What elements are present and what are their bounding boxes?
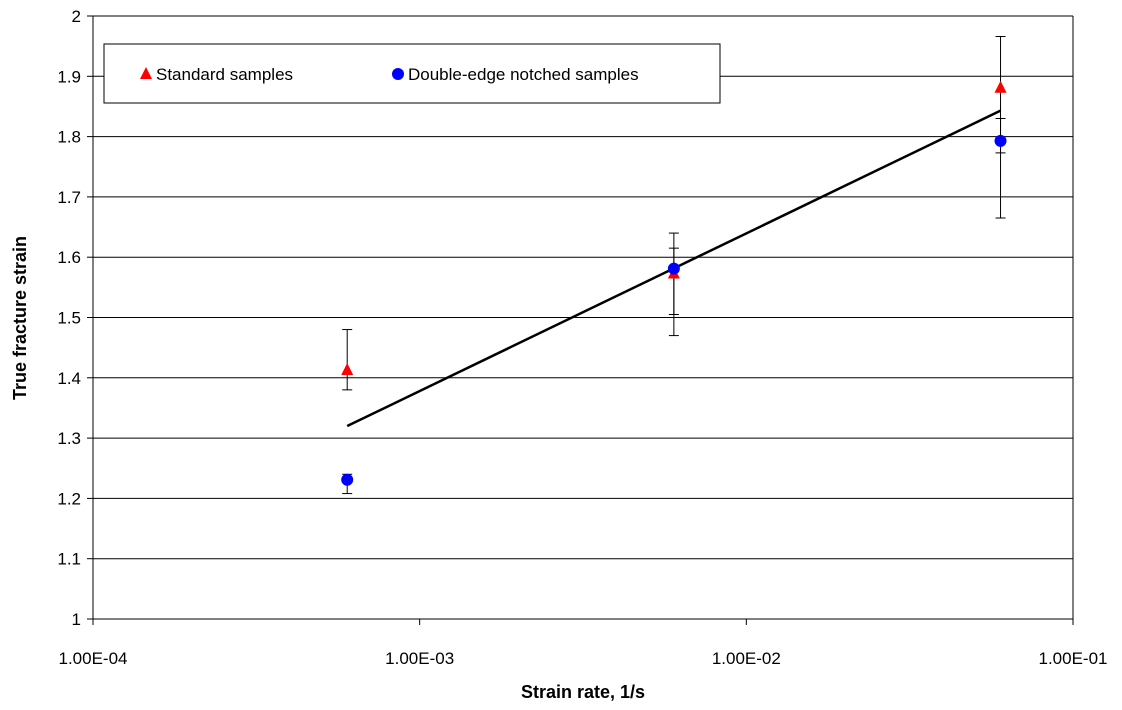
- data-point-s0-p2: [994, 80, 1007, 93]
- legend-triangle-icon: [140, 67, 152, 79]
- y-tick-label-4: 1.4: [57, 369, 81, 388]
- y-tick-label-3: 1.3: [57, 429, 81, 448]
- data-point-s1-p0: [341, 473, 354, 486]
- data-point-s1-p1: [667, 262, 680, 275]
- legend-circle-icon: [392, 68, 404, 80]
- y-tick-label-7: 1.7: [57, 188, 81, 207]
- error-bars: [342, 36, 1006, 495]
- y-tick-label-0: 1: [72, 610, 81, 629]
- y-tick-label-6: 1.6: [57, 248, 81, 267]
- x-axis-title: Strain rate, 1/s: [521, 682, 645, 702]
- y-tick-label-8: 1.8: [57, 128, 81, 147]
- y-tick-label-5: 1.5: [57, 309, 81, 328]
- y-tick-label-10: 2: [72, 7, 81, 26]
- legend-label-notched: Double-edge notched samples: [408, 65, 639, 84]
- data-point-s1-p2: [994, 134, 1007, 147]
- y-axis-title: True fracture strain: [10, 236, 30, 400]
- data-point-s0-p0: [341, 362, 354, 375]
- legend: Standard samples Double-edge notched sam…: [103, 43, 721, 104]
- x-tick-label-1: 1.00E-03: [385, 649, 454, 668]
- x-axis-ticks: 1.00E-04 1.00E-03 1.00E-02 1.00E-01: [59, 619, 1108, 668]
- y-tick-label-2: 1.2: [57, 489, 81, 508]
- y-axis-ticks: 1 1.1 1.2 1.3 1.4 1.5 1.6 1.7 1.8 1.9 2: [57, 7, 93, 629]
- legend-box: [103, 43, 721, 104]
- x-tick-label-3: 1.00E-01: [1039, 649, 1108, 668]
- y-tick-label-1: 1.1: [57, 550, 81, 569]
- data-markers: [341, 80, 1007, 486]
- x-tick-label-2: 1.00E-02: [712, 649, 781, 668]
- x-tick-label-0: 1.00E-04: [59, 649, 128, 668]
- legend-label-standard: Standard samples: [156, 65, 293, 84]
- y-tick-label-9: 1.9: [57, 67, 81, 86]
